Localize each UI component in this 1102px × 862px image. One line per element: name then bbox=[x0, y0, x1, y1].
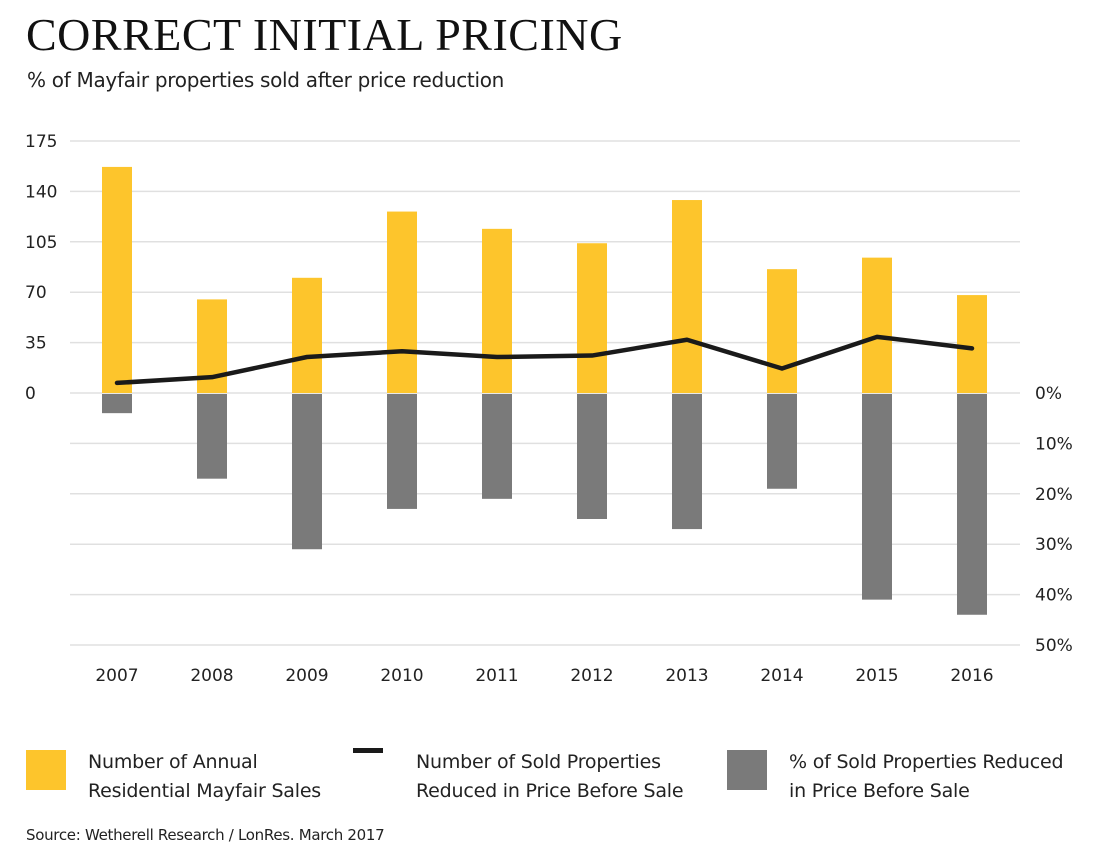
reduced-count-line-group bbox=[114, 334, 975, 386]
x-axis-tick-label: 2014 bbox=[760, 666, 803, 686]
right-axis-tick-label: 40% bbox=[1035, 586, 1073, 606]
x-axis-ticks: 2007 2008 2009 2010 2011 2012 2013 2014 2015 2016 bbox=[95, 666, 993, 686]
right-axis-tick-label: 20% bbox=[1035, 485, 1073, 505]
sales-bar bbox=[292, 277, 322, 393]
x-axis-tick-label: 2011 bbox=[475, 666, 518, 686]
legend-label: Residential Mayfair Sales bbox=[88, 780, 322, 802]
sales-bar bbox=[577, 243, 607, 393]
left-axis-tick-label: 0 bbox=[25, 384, 36, 404]
chart-title: CORRECT INITIAL PRICING bbox=[26, 9, 623, 60]
reduced-pct-bar bbox=[672, 394, 702, 530]
left-axis-tick-label: 140 bbox=[25, 182, 57, 202]
reduced-pct-bar bbox=[387, 394, 417, 509]
x-axis-tick-label: 2015 bbox=[855, 666, 898, 686]
legend-label: in Price Before Sale bbox=[789, 780, 970, 802]
reduced-pct-bar bbox=[482, 394, 512, 499]
source-note: Source: Wetherell Research / LonRes. Mar… bbox=[26, 826, 385, 844]
right-axis-tick-label: 30% bbox=[1035, 535, 1073, 555]
x-axis-tick-label: 2013 bbox=[665, 666, 708, 686]
left-axis-ticks: 175 140 105 70 35 0 bbox=[25, 132, 57, 404]
reduced-pct-bar bbox=[197, 394, 227, 479]
sales-bar bbox=[957, 295, 987, 393]
legend-item-sales: Number of Annual Residential Mayfair Sal… bbox=[26, 748, 321, 806]
sales-bar bbox=[862, 257, 892, 393]
black-line-icon bbox=[353, 748, 383, 753]
reduced-pct-bar bbox=[577, 394, 607, 519]
x-axis-tick-label: 2008 bbox=[190, 666, 233, 686]
reduced-pct-bar bbox=[102, 394, 132, 414]
left-axis-tick-label: 70 bbox=[25, 283, 47, 303]
yellow-square-icon bbox=[26, 750, 66, 790]
right-axis-tick-label: 10% bbox=[1035, 434, 1073, 454]
sales-bar bbox=[387, 211, 417, 393]
legend-label: % of Sold Properties Reduced bbox=[789, 751, 1064, 773]
x-axis-tick-label: 2012 bbox=[570, 666, 613, 686]
legend-label: Number of Sold Properties bbox=[416, 751, 661, 773]
x-axis-tick-label: 2016 bbox=[950, 666, 993, 686]
sales-bar bbox=[102, 166, 132, 393]
legend-label: Number of Annual bbox=[88, 751, 258, 773]
gridlines bbox=[70, 140, 1020, 646]
right-axis-tick-label: 0% bbox=[1035, 384, 1062, 404]
reduced-pct-bar bbox=[292, 394, 322, 550]
right-axis-tick-label: 50% bbox=[1035, 636, 1073, 656]
legend-item-reduced-count: Number of Sold Properties Reduced in Pri… bbox=[353, 748, 684, 806]
x-axis-tick-label: 2010 bbox=[380, 666, 423, 686]
x-axis-tick-label: 2009 bbox=[285, 666, 328, 686]
left-axis-tick-label: 35 bbox=[25, 334, 47, 354]
reduced-pct-bar bbox=[862, 394, 892, 600]
legend-item-reduced-pct: % of Sold Properties Reduced in Price Be… bbox=[727, 748, 1064, 806]
chart-subtitle: % of Mayfair properties sold after price… bbox=[27, 68, 505, 92]
legend-label: Reduced in Price Before Sale bbox=[416, 780, 684, 802]
right-axis-ticks: 0% 10% 20% 30% 40% 50% bbox=[1035, 384, 1073, 656]
sales-bars bbox=[102, 166, 987, 393]
reduced-pct-bars bbox=[102, 394, 987, 615]
sales-bar bbox=[767, 269, 797, 393]
left-axis-tick-label: 175 bbox=[25, 132, 57, 152]
left-axis-tick-label: 105 bbox=[25, 233, 57, 253]
reduced-count-line bbox=[114, 334, 975, 386]
x-axis-tick-label: 2007 bbox=[95, 666, 138, 686]
sales-bar bbox=[672, 200, 702, 393]
sales-bar bbox=[482, 228, 512, 393]
reduced-pct-bar bbox=[957, 394, 987, 615]
gray-square-icon bbox=[727, 750, 767, 790]
reduced-pct-bar bbox=[767, 394, 797, 489]
